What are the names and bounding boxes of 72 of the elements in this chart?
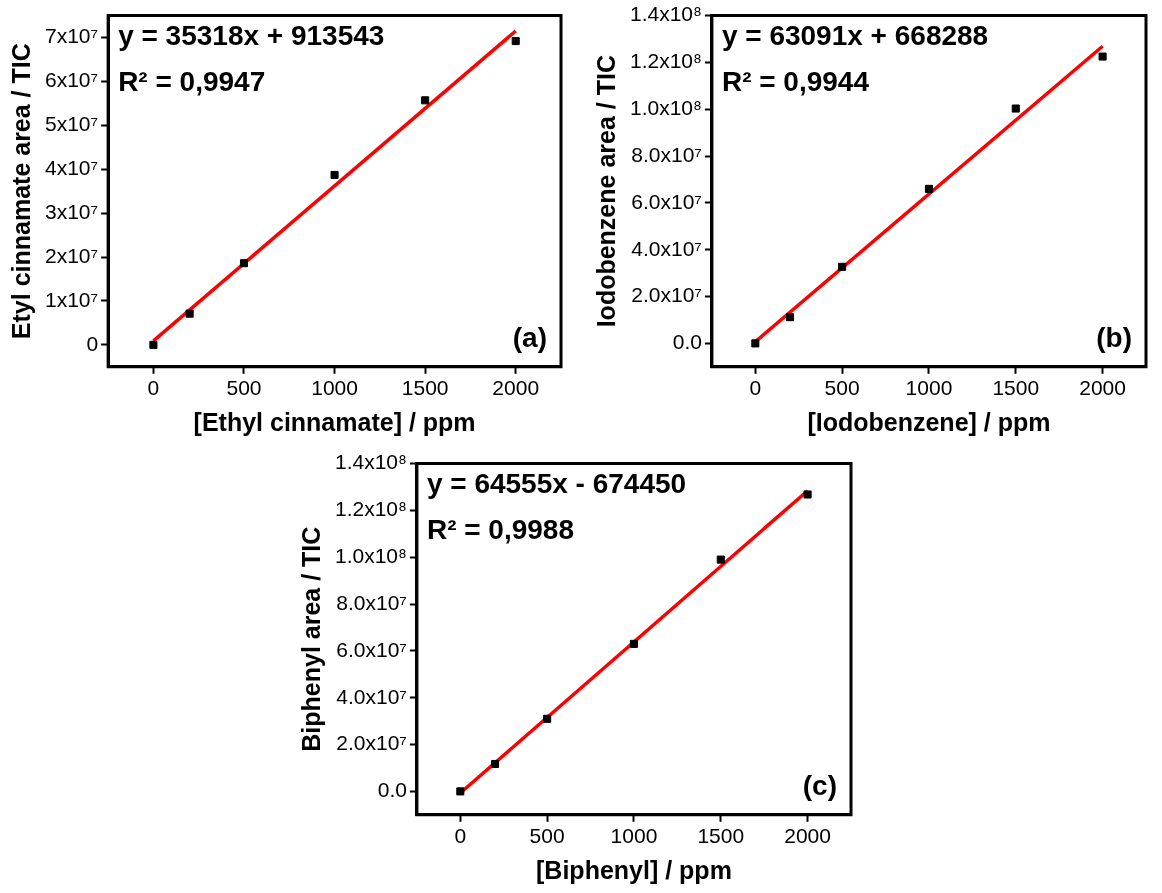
x-axis-title: [Iodobenzene] / ppm — [807, 407, 1051, 436]
point — [456, 787, 465, 796]
annotation: (c) — [802, 769, 837, 801]
y-tick-label: 1.0x10⁸ — [629, 96, 702, 120]
x-tick-label: 0 — [147, 376, 160, 400]
x-tick-label: 1000 — [905, 376, 953, 400]
point — [511, 37, 520, 46]
y-axis-title: Biphenyl area / TIC — [296, 526, 325, 752]
y-axis-title: Etyl cinnamate area / TIC — [6, 43, 35, 340]
y-tick-label: 4x10⁷ — [45, 156, 99, 180]
x-tick-label: 2000 — [1079, 376, 1126, 400]
y-tick-label: 1.4x10⁸ — [629, 2, 702, 26]
annotation: (a) — [512, 321, 547, 353]
annotation: (b) — [1096, 321, 1132, 353]
y-tick-label: 8.0x10⁷ — [631, 142, 702, 166]
x-tick-label: 1000 — [610, 824, 658, 848]
y-tick-label: 1.4x10⁸ — [334, 450, 407, 474]
point — [1011, 104, 1020, 113]
point — [838, 262, 847, 271]
annotation: y = 64555x - 674450 — [426, 468, 687, 500]
y-tick-label: 1x10⁷ — [45, 287, 99, 311]
point — [803, 490, 812, 499]
y-tick-label: 4.0x10⁷ — [631, 236, 702, 260]
y-tick-label: 5x10⁷ — [45, 112, 99, 136]
x-tick-label: 2000 — [492, 376, 540, 400]
y-tick-label: 0 — [86, 331, 99, 355]
y-tick-label: 3x10⁷ — [45, 199, 99, 223]
y-tick-label: 4.0x10⁷ — [336, 684, 407, 708]
annotation: y = 63091x + 668288 — [721, 20, 989, 52]
point — [1098, 52, 1107, 61]
x-tick-label: 2000 — [784, 824, 831, 848]
x-tick-label: 500 — [529, 824, 565, 848]
point — [149, 340, 158, 349]
x-tick-label: 0 — [454, 824, 467, 848]
point — [185, 309, 194, 318]
point — [491, 759, 500, 769]
x-axis-title: [Ethyl cinnamate] / ppm — [193, 407, 476, 436]
y-tick-label: 2.0x10⁷ — [336, 731, 407, 755]
y-tick-label: 0.0 — [377, 778, 407, 802]
annotation: y = 35318x + 913543 — [118, 20, 385, 52]
y-tick-label: 1.0x10⁸ — [334, 544, 407, 568]
point — [786, 313, 795, 322]
y-tick-label: 8.0x10⁷ — [336, 590, 407, 614]
x-tick-label: 1500 — [401, 376, 449, 400]
annotation: R² = 0,9944 — [721, 66, 870, 98]
x-tick-label: 500 — [824, 376, 860, 400]
point — [924, 184, 933, 193]
y-tick-label: 6.0x10⁷ — [336, 637, 407, 661]
annotation: R² = 0,9947 — [118, 66, 266, 98]
point — [716, 555, 725, 564]
annotation: R² = 0,9988 — [426, 514, 575, 546]
x-tick-label: 0 — [749, 376, 762, 400]
x-tick-label: 1500 — [697, 824, 745, 848]
point — [330, 170, 339, 179]
point — [629, 639, 638, 648]
x-tick-label: 500 — [226, 376, 262, 400]
point — [239, 259, 249, 268]
y-tick-label: 1.2x10⁸ — [629, 49, 702, 73]
y-tick-label: 0.0 — [672, 330, 702, 354]
y-tick-label: 6x10⁷ — [45, 68, 99, 92]
y-tick-label: 7x10⁷ — [45, 24, 99, 48]
point — [543, 714, 552, 723]
y-tick-label: 6.0x10⁷ — [631, 189, 702, 213]
y-tick-label: 2.0x10⁷ — [631, 283, 702, 307]
y-axis-title: Iodobenzene area / TIC — [591, 55, 620, 328]
point — [751, 339, 760, 348]
x-tick-label: 1000 — [311, 376, 358, 400]
y-tick-label: 1.2x10⁸ — [334, 497, 407, 521]
x-axis-title: [Biphenyl] / ppm — [536, 855, 732, 884]
point — [421, 96, 430, 105]
x-tick-label: 1500 — [992, 376, 1040, 400]
y-tick-label: 2x10⁷ — [45, 243, 99, 267]
